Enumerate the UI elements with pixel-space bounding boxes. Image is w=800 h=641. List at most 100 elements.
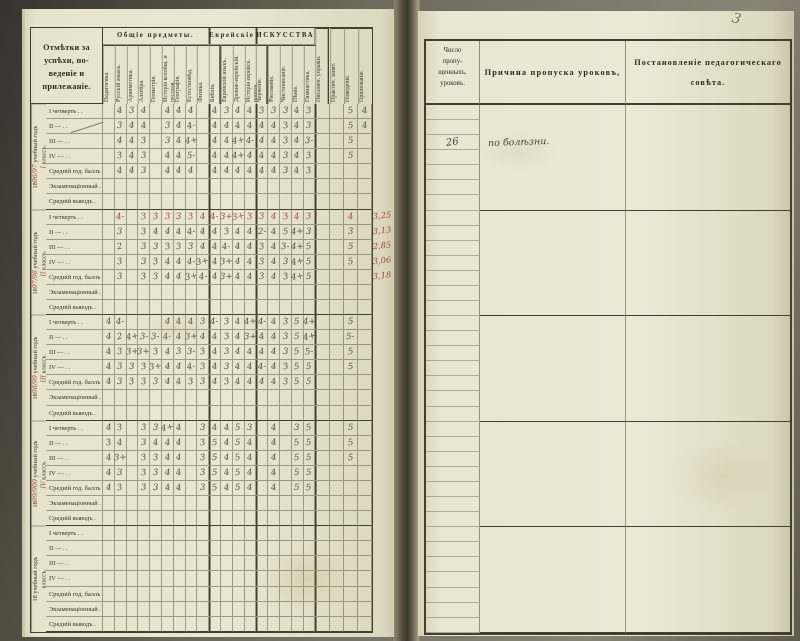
grade-cell: 4 <box>268 209 280 225</box>
grade-cell: 4 <box>209 134 221 150</box>
grade-cell <box>343 465 358 481</box>
grade-cell <box>303 194 316 210</box>
grade-value: 5 <box>347 422 354 433</box>
grade-cell: 5 <box>232 480 245 497</box>
grade-cell: 3 <box>161 134 174 150</box>
grade-cell <box>138 586 151 602</box>
grade-cell <box>150 300 162 316</box>
grade-cell <box>329 586 344 602</box>
grade-cell <box>315 480 330 497</box>
grade-value: 4 <box>270 482 277 494</box>
absence-reason-header: Причина пропуска уроковъ, <box>480 41 626 105</box>
grade-value: 3- <box>139 331 149 343</box>
grade-cell <box>256 601 269 617</box>
grade-value: 3 <box>152 346 160 358</box>
grade-cell: 5 <box>303 435 316 451</box>
grade-value: 4 <box>140 105 147 117</box>
grade-cell <box>357 390 373 406</box>
grade-cell: 4 <box>150 435 162 451</box>
grade-cell <box>279 300 292 316</box>
row-label: Экзаменаціонный . <box>46 179 103 195</box>
grade-value: 3 <box>164 211 171 222</box>
grade-cell <box>329 450 344 466</box>
row-label: I четверть . . <box>46 526 103 542</box>
grade-cell <box>244 526 257 542</box>
grade-cell <box>303 616 316 632</box>
grade-value: 4 <box>152 226 159 237</box>
grade-cell <box>329 345 344 361</box>
grade-cell <box>161 405 174 421</box>
grade-cell <box>126 194 139 210</box>
grade-cell <box>343 480 358 497</box>
missed-count-cell <box>426 195 480 211</box>
column-header: Алгебра. <box>138 45 151 104</box>
grade-cell: 4 <box>209 360 221 376</box>
grade-cell: 3 <box>220 330 233 346</box>
grade-cell: 5 <box>209 480 221 497</box>
grade-value: 4 <box>105 452 112 464</box>
grade-cell <box>329 300 344 316</box>
grade-cell: 5 <box>303 269 316 285</box>
grade-cell: 4 <box>244 104 257 120</box>
grade-value: 3+ <box>219 256 234 268</box>
grade-cell <box>244 300 257 316</box>
grade-cell <box>126 435 139 451</box>
grade-cell <box>103 164 115 180</box>
grade-cell: 4 <box>173 330 186 346</box>
grade-value: 5 <box>347 241 354 252</box>
grade-cell: 4+ <box>125 330 139 346</box>
grade-cell <box>232 284 245 301</box>
year-label: 18 учебный годъ классъ. <box>31 526 46 632</box>
grade-cell <box>138 284 151 301</box>
grade-value: 3 <box>258 241 266 253</box>
grade-cell: 4 <box>244 254 257 270</box>
grade-cell <box>103 134 115 150</box>
grade-cell <box>173 300 186 316</box>
grade-cell: 4 <box>209 269 221 285</box>
grade-value: 3 <box>140 482 147 494</box>
grade-cell <box>232 601 245 617</box>
grade-cell: 5 <box>232 450 245 466</box>
council-resolution-cell <box>626 316 790 422</box>
grade-value: 4 <box>188 166 194 177</box>
grade-cell <box>279 541 292 557</box>
grade-cell: 5 <box>303 360 316 376</box>
grade-cell: 5 <box>291 345 304 361</box>
grade-cell: 4 <box>244 360 257 376</box>
row-label: III — . . <box>46 345 103 361</box>
grade-value: 4 <box>223 121 230 132</box>
column-header: Естествовѣд. <box>185 45 198 104</box>
grade-value: 4 <box>223 150 230 162</box>
grade-cell: 3 <box>197 480 210 497</box>
grade-cell: 4 <box>173 480 186 497</box>
grade-cell <box>150 315 162 331</box>
grade-cell <box>315 616 330 632</box>
grade-value: 3 <box>140 361 148 373</box>
grade-cell <box>126 450 139 466</box>
row-label: Средній выводъ . <box>46 616 103 632</box>
grade-cell <box>291 556 304 572</box>
grade-value: 4+ <box>290 255 305 268</box>
grade-cell: 4 <box>256 375 269 391</box>
grade-cell <box>103 541 115 557</box>
grade-cell <box>220 571 233 587</box>
row-label: IV — . . <box>46 360 103 376</box>
grade-cell: 4 <box>268 360 280 376</box>
grade-cell: 4 <box>244 239 257 255</box>
column-header: Поведеніе. <box>343 28 358 104</box>
grade-cell: 3 <box>279 119 292 135</box>
grade-cell: 3 <box>138 420 151 436</box>
column-header: Черченіе. <box>256 45 269 104</box>
grade-cell <box>138 601 151 617</box>
grade-cell: 3 <box>279 254 292 270</box>
grade-cell: 3 <box>114 224 127 240</box>
grade-cell: 3 <box>138 254 151 270</box>
grade-value: 5 <box>305 271 313 283</box>
grade-cell: 3- <box>150 330 162 346</box>
grade-cell: 5 <box>209 465 221 481</box>
grade-value: 4+ <box>231 135 246 147</box>
grade-cell: 4 <box>232 104 245 120</box>
grade-cell: 4 <box>138 104 151 120</box>
grade-cell <box>126 300 139 316</box>
grade-cell <box>220 586 233 602</box>
